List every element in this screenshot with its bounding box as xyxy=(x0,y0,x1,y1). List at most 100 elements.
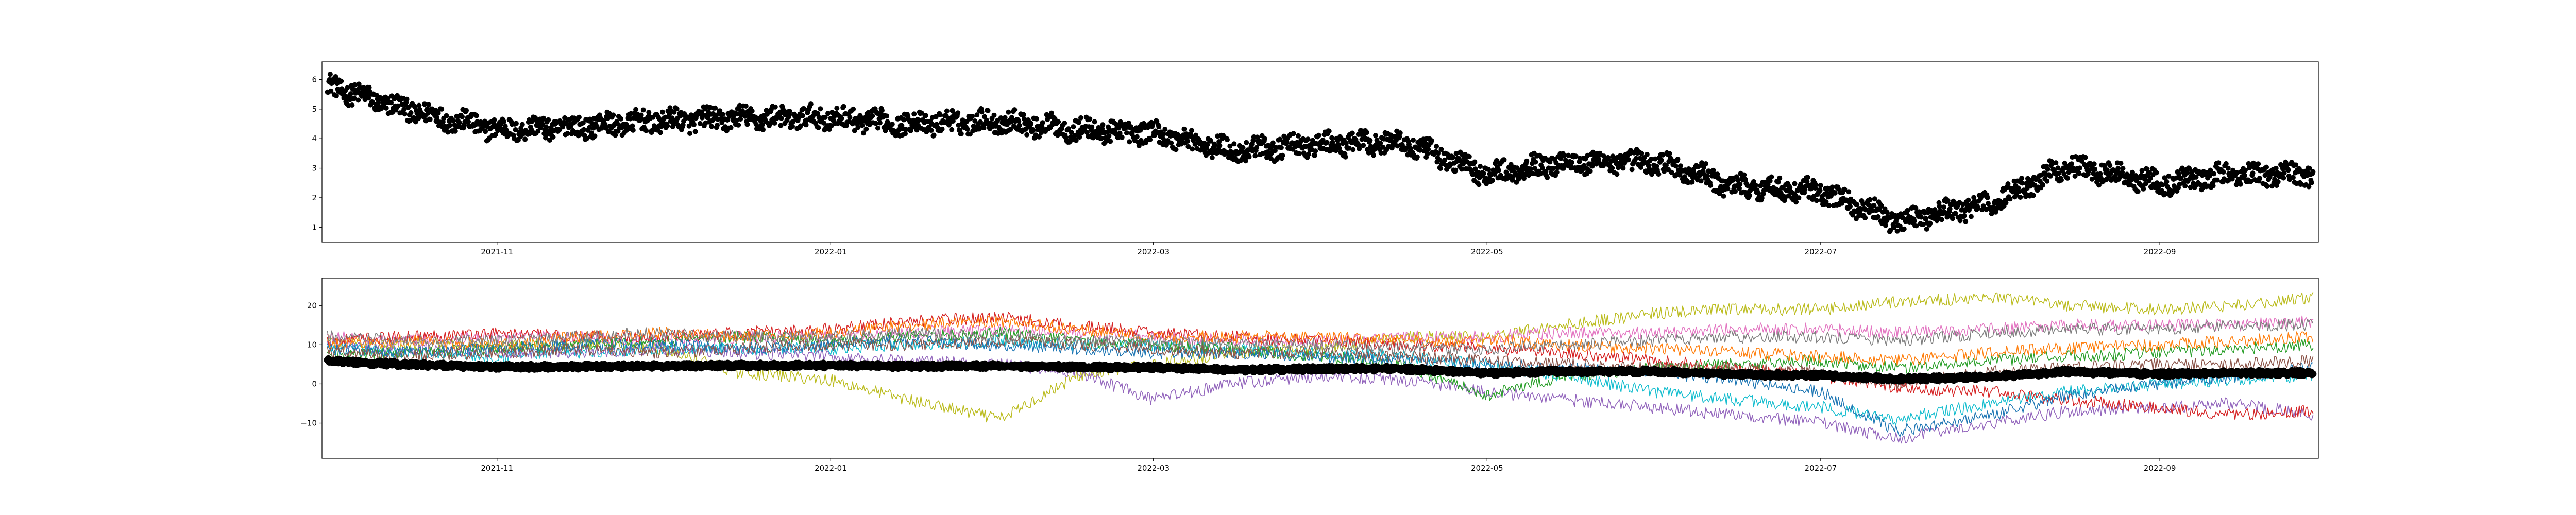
data-point xyxy=(1411,138,1416,143)
data-point xyxy=(2184,170,2190,176)
data-point xyxy=(1450,154,1455,160)
data-point xyxy=(1056,119,1061,125)
data-point xyxy=(822,115,828,121)
data-point xyxy=(1675,157,1681,162)
data-point xyxy=(1639,150,1645,156)
data-point xyxy=(1871,203,1877,208)
data-point xyxy=(1403,145,1409,151)
data-point xyxy=(1071,124,1076,130)
data-point xyxy=(426,102,431,108)
data-point xyxy=(366,84,372,90)
y-tick-label: 20 xyxy=(307,301,317,310)
data-point xyxy=(519,122,525,127)
data-point xyxy=(786,112,792,118)
data-point xyxy=(1923,216,1929,221)
line-plot-area xyxy=(324,292,2317,444)
data-point xyxy=(1682,174,1687,180)
data-point xyxy=(2284,162,2290,167)
data-point xyxy=(1002,115,1008,121)
data-point xyxy=(584,136,589,142)
data-point xyxy=(1496,167,1501,173)
bottom-axes-frame xyxy=(321,278,2319,459)
data-point xyxy=(870,113,875,118)
data-point xyxy=(1127,139,1132,145)
data-point xyxy=(1905,208,1910,213)
data-point xyxy=(800,113,805,118)
data-point xyxy=(979,109,985,115)
x-tick-label: 2022-01 xyxy=(815,247,847,256)
data-point xyxy=(709,124,715,129)
data-point xyxy=(1590,149,1596,155)
data-point xyxy=(588,130,594,136)
data-point xyxy=(1373,133,1378,138)
data-point xyxy=(2107,163,2113,168)
data-point xyxy=(1016,118,1022,124)
data-point xyxy=(1648,157,1654,162)
data-point xyxy=(2018,195,2023,200)
data-point xyxy=(1501,157,1507,163)
data-point xyxy=(1087,116,1093,122)
data-point xyxy=(1225,137,1230,143)
data-point xyxy=(1185,144,1191,149)
data-point xyxy=(1244,140,1249,145)
data-point xyxy=(2293,162,2299,168)
data-point xyxy=(633,107,639,112)
data-point xyxy=(1306,151,1311,157)
bottom-y-axis: −10 0 10 20 xyxy=(300,301,322,428)
data-point xyxy=(1052,116,1058,122)
data-point xyxy=(556,127,562,133)
data-point xyxy=(2082,154,2088,160)
data-point xyxy=(2135,188,2141,194)
data-point xyxy=(671,109,677,115)
data-point xyxy=(2182,183,2188,188)
data-point xyxy=(630,127,636,133)
data-point xyxy=(1913,223,1919,229)
data-point xyxy=(1278,145,1284,150)
data-point xyxy=(587,116,593,122)
x-tick-label: 2022-05 xyxy=(1471,464,1503,473)
data-point xyxy=(2055,165,2061,171)
data-point xyxy=(1136,143,1142,148)
data-point xyxy=(1965,197,1971,203)
data-point xyxy=(1735,178,1741,183)
data-point xyxy=(2019,176,2025,181)
data-point xyxy=(2264,184,2270,189)
data-point xyxy=(1733,188,1738,194)
data-point xyxy=(1231,141,1237,147)
data-point xyxy=(2056,170,2061,176)
data-point xyxy=(1076,119,1081,125)
data-point xyxy=(1911,218,1917,224)
data-point xyxy=(1161,131,1166,137)
data-point xyxy=(411,115,416,121)
data-point xyxy=(1775,179,1781,185)
data-point xyxy=(1296,133,1301,139)
data-point xyxy=(1539,165,1545,171)
data-point xyxy=(450,118,456,124)
data-point xyxy=(501,119,506,125)
data-point xyxy=(2059,177,2064,183)
data-point xyxy=(955,110,961,116)
data-point xyxy=(734,111,740,117)
data-point xyxy=(513,127,518,132)
data-point xyxy=(798,123,803,129)
x-tick-label: 2022-03 xyxy=(1137,247,1170,256)
data-point xyxy=(435,110,441,116)
data-point xyxy=(1453,167,1459,173)
data-point xyxy=(1813,182,1819,187)
data-point xyxy=(1573,153,1579,159)
data-point xyxy=(592,133,598,139)
data-point xyxy=(790,124,795,129)
data-point xyxy=(1168,140,1174,146)
data-point xyxy=(803,122,809,128)
data-point xyxy=(333,74,338,79)
data-point xyxy=(738,116,743,122)
data-point xyxy=(1478,164,1483,169)
data-point xyxy=(402,111,408,117)
data-point xyxy=(550,134,556,140)
data-point xyxy=(1343,141,1349,146)
data-point xyxy=(2275,179,2281,184)
data-point xyxy=(618,116,623,122)
data-point xyxy=(1024,132,1030,138)
data-point xyxy=(2164,179,2170,184)
